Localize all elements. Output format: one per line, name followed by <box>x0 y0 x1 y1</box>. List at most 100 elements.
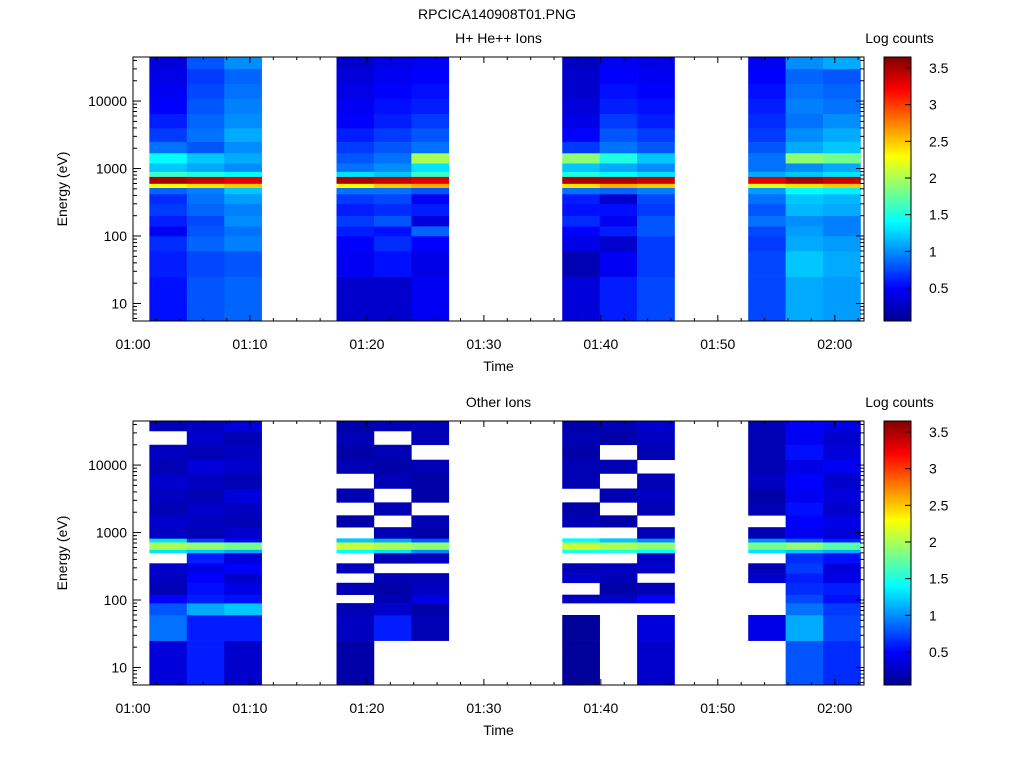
spectrogram-cell <box>149 203 188 216</box>
spectrogram-cell <box>637 542 675 550</box>
spectrogram-cell <box>186 236 225 252</box>
spectrogram-cell <box>186 98 225 114</box>
spectrogram-cell <box>149 57 188 70</box>
spectrogram-cell <box>373 193 412 205</box>
x-tick-label: 01:10 <box>232 700 267 716</box>
spectrogram-cell <box>599 594 638 604</box>
colorbar-label: Log counts <box>865 394 934 410</box>
spectrogram-cell <box>748 236 786 252</box>
spectrogram-cell <box>186 250 225 277</box>
spectrogram-cell <box>637 141 675 154</box>
spectrogram-cell <box>373 527 412 539</box>
spectrogram-cell <box>336 193 375 205</box>
spectrogram-cell <box>599 573 638 584</box>
x-tick-label: 01:10 <box>232 336 267 352</box>
spectrogram-cell <box>748 83 786 99</box>
spectrogram-cell <box>411 250 450 277</box>
spectrogram-cell <box>336 236 375 252</box>
spectrogram-cell <box>411 236 450 252</box>
spectrogram-cell <box>823 68 861 85</box>
spectrogram-cell <box>224 57 262 70</box>
spectrogram-cell <box>823 171 861 177</box>
spectrogram-cell <box>186 502 225 516</box>
spectrogram-cell <box>562 573 600 584</box>
spectrogram-cell <box>599 421 638 432</box>
spectrogram-cell <box>637 236 675 252</box>
spectrogram-cell <box>823 421 861 432</box>
spectrogram-cell <box>785 152 824 164</box>
spectrogram-cell <box>336 187 375 195</box>
spectrogram-cell <box>149 603 188 616</box>
spectrogram-cell <box>149 187 188 195</box>
spectrogram-cell <box>823 236 861 252</box>
spectrogram-cell <box>599 176 638 184</box>
spectrogram-cell <box>373 582 412 595</box>
spectrogram-cell <box>224 215 262 227</box>
spectrogram-cell <box>373 187 412 195</box>
spectrogram-cell <box>637 83 675 99</box>
spectrogram-cell <box>748 421 786 432</box>
spectrogram-cell <box>411 141 450 154</box>
spectrogram-cell <box>637 176 675 184</box>
spectrogram-cell <box>823 193 861 205</box>
spectrogram-cell <box>336 549 375 554</box>
spectrogram-cell <box>562 187 600 195</box>
colorbar-tick-label: 3 <box>929 97 937 113</box>
spectrogram-cell <box>748 113 786 129</box>
spectrogram-cell <box>373 236 412 252</box>
spectrogram-cell <box>823 603 861 616</box>
spectrogram-cell <box>599 68 638 85</box>
spectrogram-cell <box>186 226 225 237</box>
y-tick-label: 10 <box>111 295 127 311</box>
spectrogram-cell <box>373 127 412 142</box>
spectrogram-cell <box>562 176 600 184</box>
spectrogram-cell <box>373 98 412 114</box>
spectrogram-cell <box>411 573 450 584</box>
spectrogram-cell <box>562 193 600 205</box>
spectrogram-cell <box>637 127 675 142</box>
spectrogram-cell <box>785 421 824 432</box>
spectrogram-cell <box>224 542 262 550</box>
spectrogram-cell <box>599 563 638 574</box>
spectrogram-cell <box>748 538 786 543</box>
spectrogram-cell <box>411 603 450 616</box>
x-tick-label: 02:00 <box>817 700 852 716</box>
spectrogram-cell <box>411 163 450 172</box>
spectrogram-cell <box>373 614 412 641</box>
x-tick-label: 01:50 <box>700 336 735 352</box>
spectrogram-cell <box>637 614 675 641</box>
spectrogram-cell <box>373 176 412 184</box>
spectrogram-cell <box>748 163 786 172</box>
spectrogram-cell <box>186 83 225 99</box>
spectrogram-cell <box>224 549 262 554</box>
spectrogram-cell <box>224 459 262 474</box>
spectrogram-cell <box>149 488 188 503</box>
spectrogram-cell <box>186 542 225 550</box>
spectrogram-cell <box>785 250 824 277</box>
spectrogram-cell <box>599 276 638 322</box>
spectrogram-cell <box>637 430 675 446</box>
spectrogram-cell <box>411 57 450 70</box>
spectrogram-cell <box>224 563 262 574</box>
spectrogram-cell <box>785 563 824 574</box>
spectrogram-cell <box>785 176 824 184</box>
spectrogram-cell <box>149 163 188 172</box>
spectrogram-cell <box>224 276 262 322</box>
spectrogram-cell <box>411 226 450 237</box>
spectrogram-cell <box>186 594 225 604</box>
spectrogram-cell <box>373 215 412 227</box>
spectrogram-cell <box>785 502 824 516</box>
spectrogram-cell <box>411 515 450 528</box>
spectrogram-cell <box>599 57 638 70</box>
spectrogram-cell <box>599 542 638 550</box>
spectrogram-cell <box>823 176 861 184</box>
spectrogram-cell <box>785 68 824 85</box>
spectrogram-cell <box>599 98 638 114</box>
spectrogram-cell <box>823 563 861 574</box>
spectrogram-cell <box>149 542 188 550</box>
spectrogram-cell <box>224 527 262 539</box>
spectrogram-cell <box>149 193 188 205</box>
spectrogram-cell <box>411 183 450 188</box>
spectrogram-cell <box>411 527 450 539</box>
spectrogram-cell <box>748 250 786 277</box>
